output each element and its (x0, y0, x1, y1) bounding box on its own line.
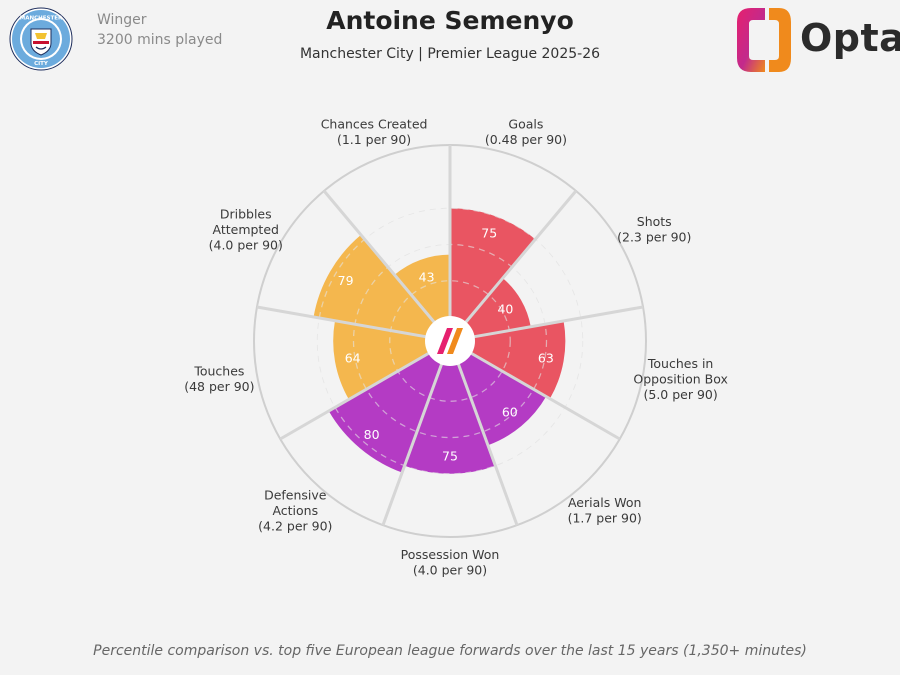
slice-divider (470, 351, 621, 441)
opta-wordmark: Opta (800, 16, 900, 60)
slice-shots (465, 278, 531, 337)
svg-text:MANCHESTER: MANCHESTER (20, 16, 63, 22)
category-label: Shots (2.3 per 90) (617, 214, 691, 245)
value-label: 75 (442, 448, 458, 463)
chart-category-labels: Goals (0.48 per 90) Shots (2.3 per 90) Touch… (184, 117, 728, 578)
slice-divider (279, 351, 430, 441)
center-disc (425, 316, 475, 366)
slice-touches (333, 320, 430, 400)
category-label: Chances Created (1.1 per 90) (321, 117, 428, 148)
category-label: Touches in Opposition Box (5.0 per 90) (633, 356, 728, 402)
page-title: Antoine Semenyo (326, 6, 574, 35)
svg-text:CITY: CITY (34, 61, 49, 67)
chart-dividers (256, 145, 644, 526)
footnote: Percentile comparison vs. top five Europ… (93, 643, 807, 659)
minutes-played: 3200 mins played (97, 32, 223, 48)
slice-goals (450, 208, 536, 323)
category-label: Defensive Actions (4.2 per 90) (258, 487, 332, 533)
value-label: 60 (502, 405, 518, 420)
slice-dribbles-attempted (313, 234, 435, 337)
position-role: Winger (97, 12, 147, 28)
subtitle: Manchester City | Premier League 2025-26 (299, 46, 601, 62)
slice-divider (464, 189, 578, 324)
grid-ring-white (389, 280, 511, 402)
slice-chances-created (394, 254, 450, 323)
slice-divider (381, 363, 444, 526)
grid-ring-white (316, 207, 584, 475)
category-label: Goals (0.48 per 90) (485, 117, 567, 148)
grid-ring (316, 207, 584, 475)
manchester-city-badge-icon: MANCHESTER CITY (9, 7, 73, 71)
value-label: 40 (497, 302, 513, 317)
chart-center-logo (425, 316, 475, 366)
slice-divider (473, 305, 644, 339)
category-label: Possession Won (4.0 per 90) (401, 547, 500, 578)
header: MANCHESTER CITY Winger 3200 mins played … (0, 0, 900, 90)
category-label: Aerials Won (1.7 per 90) (568, 495, 642, 526)
center-logo-mark-right (447, 328, 463, 354)
center-logo-mark-left (437, 328, 453, 354)
slice-divider (322, 189, 436, 324)
value-label: 79 (338, 273, 354, 288)
value-label: 63 (538, 350, 554, 365)
category-label: Touches (48 per 90) (184, 364, 254, 395)
category-label: Dribbles Attempted (4.0 per 90) (209, 206, 283, 252)
value-label: 80 (364, 427, 380, 442)
slice-possession-won (404, 363, 496, 474)
value-label: 75 (481, 226, 497, 241)
grid-ring (389, 280, 511, 402)
opta-logo-icon (737, 8, 791, 72)
slice-divider (256, 305, 427, 339)
slice-touches-in-opposition-box (470, 320, 566, 399)
player-meta: Winger 3200 mins played (97, 10, 222, 50)
slice-divider (456, 363, 519, 526)
chart-value-labels: 75 40 63 60 75 80 64 79 43 (338, 226, 554, 464)
value-label: 43 (419, 269, 435, 284)
value-label: 64 (345, 351, 361, 366)
